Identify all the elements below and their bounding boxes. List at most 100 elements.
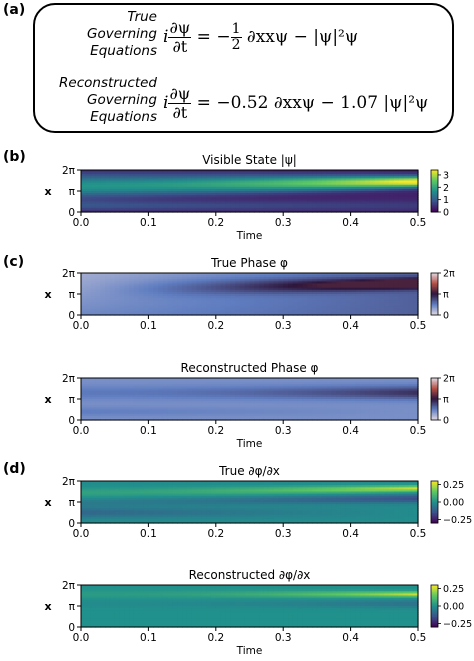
- heatmap-cell: [379, 399, 385, 402]
- colorbar-tick-label: π: [443, 394, 449, 405]
- heatmap-cell: [268, 199, 275, 203]
- heatmap-cell: [177, 306, 183, 310]
- heatmap-cell: [235, 281, 241, 285]
- heatmap-cell: [297, 382, 304, 385]
- heatmap-cell: [109, 403, 116, 406]
- heatmap-cell: [225, 403, 231, 406]
- heatmap-cell: [172, 306, 178, 310]
- heatmap-cell: [316, 285, 323, 289]
- heatmap-cell: [158, 184, 164, 188]
- heatmap-cell: [384, 304, 390, 308]
- heatmap-cell: [340, 182, 347, 186]
- heatmap-panel-4: True ∂φ/∂x0.0 0.1 0.2 0.3 0.4 0.50π2πx0.250.0…: [44, 464, 472, 540]
- heatmap-cell: [90, 380, 97, 383]
- heatmap-cell: [105, 188, 111, 192]
- heatmap-cell: [230, 273, 236, 276]
- heatmap-cell: [109, 291, 116, 295]
- heatmap-cell: [413, 203, 419, 207]
- heatmap-cell: [215, 174, 222, 177]
- heatmap-cell: [345, 296, 352, 299]
- heatmap-cell: [90, 497, 97, 501]
- heatmap-cell: [278, 394, 284, 398]
- heatmap-cell: [360, 415, 366, 419]
- heatmap-cell: [143, 388, 149, 392]
- heatmap-cell: [153, 502, 159, 505]
- heatmap-cell: [273, 178, 279, 182]
- heatmap-cell: [206, 291, 212, 295]
- heatmap-cell: [215, 396, 222, 400]
- heatmap-cell: [153, 499, 159, 503]
- heatmap-cell: [133, 491, 140, 495]
- heatmap-cell: [210, 413, 217, 417]
- heatmap-cell: [360, 197, 366, 200]
- heatmap-cell: [321, 386, 328, 390]
- heatmap-cell: [138, 514, 145, 518]
- heatmap-cell: [105, 195, 111, 198]
- heatmap-cell: [297, 275, 304, 278]
- heatmap-cell: [398, 184, 405, 188]
- heatmap-cell: [389, 193, 395, 196]
- heatmap-cell: [138, 510, 145, 514]
- heatmap-cell: [158, 174, 164, 177]
- heatmap-cell: [316, 193, 323, 196]
- heatmap-cell: [201, 186, 207, 190]
- heatmap-cell: [138, 384, 145, 387]
- heatmap-cell: [124, 401, 130, 404]
- heatmap-cell: [331, 273, 337, 276]
- heatmap-cell: [124, 207, 130, 211]
- heatmap-cell: [119, 508, 125, 511]
- heatmap-cell: [249, 184, 255, 188]
- heatmap-cell: [153, 294, 159, 297]
- heatmap-cell: [138, 197, 145, 200]
- heatmap-cell: [124, 516, 130, 520]
- heatmap-cell: [239, 399, 246, 402]
- colorbar-cell: [431, 383, 438, 386]
- heatmap-cell: [254, 392, 260, 396]
- heatmap-cell: [225, 411, 231, 415]
- heatmap-cell: [109, 285, 116, 289]
- heatmap-cell: [220, 497, 227, 501]
- heatmap-cell: [302, 300, 308, 303]
- heatmap-cell: [143, 380, 149, 383]
- heatmap-cell: [326, 186, 332, 190]
- heatmap-cell: [119, 399, 125, 402]
- heatmap-cell: [389, 287, 395, 291]
- heatmap-cell: [331, 184, 337, 188]
- heatmap-cell: [398, 390, 405, 394]
- heatmap-cell: [100, 191, 106, 194]
- heatmap-cell: [355, 184, 361, 188]
- heatmap-cell: [153, 417, 159, 421]
- heatmap-cell: [302, 296, 308, 299]
- heatmap-cell: [201, 197, 207, 200]
- heatmap-cell: [254, 390, 260, 394]
- heatmap-cell: [273, 188, 279, 192]
- heatmap-cell: [124, 178, 130, 182]
- heatmap-cell: [124, 281, 130, 285]
- heatmap-cell: [292, 296, 299, 299]
- heatmap-cell: [138, 209, 145, 213]
- heatmap-cell: [389, 182, 395, 186]
- heatmap-cell: [249, 170, 255, 173]
- heatmap-cell: [215, 201, 222, 205]
- heatmap-cell: [119, 287, 125, 291]
- heatmap-cell: [220, 388, 227, 392]
- heatmap-cell: [191, 516, 198, 520]
- heatmap-cell: [379, 184, 385, 188]
- heatmap-cell: [297, 310, 304, 314]
- heatmap-cell: [268, 182, 275, 186]
- heatmap-cell: [114, 281, 121, 285]
- heatmap-cell: [254, 399, 260, 402]
- heatmap-cell: [297, 277, 304, 280]
- heatmap-cell: [283, 170, 289, 173]
- heatmap-cell: [336, 392, 342, 396]
- heatmap-cell: [384, 405, 390, 408]
- heatmap-cell: [292, 312, 299, 316]
- heatmap-cell: [336, 176, 342, 179]
- heatmap-cell: [374, 413, 381, 417]
- heatmap-cell: [408, 176, 414, 179]
- heatmap-cell: [254, 197, 260, 200]
- heatmap-cell: [389, 417, 395, 421]
- heatmap-cell: [215, 388, 222, 392]
- heatmap-cell: [244, 405, 251, 408]
- heatmap-cell: [186, 207, 193, 211]
